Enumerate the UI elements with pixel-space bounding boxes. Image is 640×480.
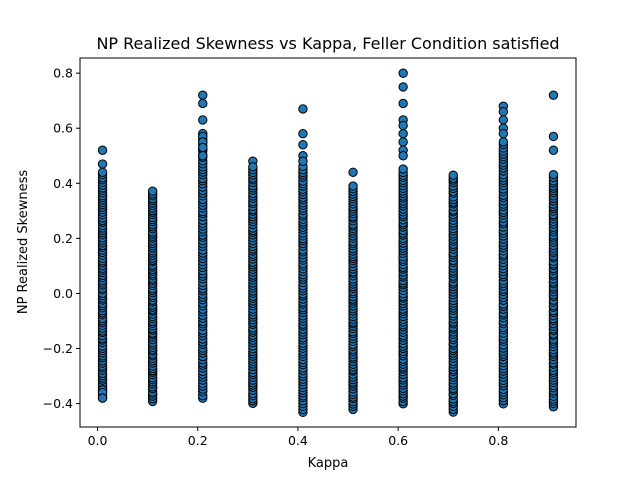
x-tick-label: 0.0 xyxy=(88,433,108,448)
data-point xyxy=(498,129,509,139)
y-axis-label: NP Realized Skewness xyxy=(16,170,31,314)
data-point xyxy=(248,162,258,172)
data-point xyxy=(398,137,408,147)
data-point xyxy=(398,120,408,131)
x-tick-label: 0.6 xyxy=(388,433,408,448)
data-point xyxy=(548,169,559,180)
y-tick-label: 0.0 xyxy=(53,286,73,301)
data-point xyxy=(498,115,509,125)
x-tick-label: 0.2 xyxy=(188,433,208,448)
data-point xyxy=(97,159,108,169)
data-point xyxy=(548,131,559,142)
data-point xyxy=(398,68,408,78)
data-point xyxy=(147,186,158,196)
x-axis-label: Kappa xyxy=(308,456,349,471)
data-point xyxy=(498,137,509,147)
data-point xyxy=(498,107,509,117)
data-point xyxy=(348,181,358,191)
y-tick-label: −0.2 xyxy=(43,341,73,356)
data-point xyxy=(398,98,408,109)
data-point xyxy=(398,82,408,92)
data-point xyxy=(398,151,408,161)
data-point xyxy=(398,129,408,139)
data-point xyxy=(298,129,308,139)
y-tick-label: 0.2 xyxy=(53,231,73,246)
data-point xyxy=(348,167,358,177)
x-tick-label: 0.4 xyxy=(288,433,308,448)
data-point xyxy=(97,145,108,155)
data-point xyxy=(398,164,408,174)
data-point xyxy=(97,167,108,177)
data-point xyxy=(198,142,208,153)
y-tick-label: 0.8 xyxy=(53,66,73,81)
plot-frame xyxy=(79,57,577,428)
x-tick-label: 0.8 xyxy=(488,433,508,448)
data-point xyxy=(198,151,208,161)
data-point xyxy=(298,104,308,114)
data-point xyxy=(448,170,458,180)
data-point xyxy=(548,90,559,100)
y-tick-label: −0.4 xyxy=(43,396,73,411)
data-point xyxy=(198,98,208,109)
data-point xyxy=(97,393,108,403)
x-axis: 0.0 0.2 0.4 0.6 0.8 xyxy=(88,427,508,448)
data-point xyxy=(298,156,308,166)
points-layer xyxy=(97,68,559,418)
data-point xyxy=(548,145,559,155)
data-point xyxy=(198,90,208,100)
chart-title: NP Realized Skewness vs Kappa, Feller Co… xyxy=(96,34,559,53)
y-tick-label: 0.6 xyxy=(53,121,73,136)
y-axis: −0.4 −0.2 0.0 0.2 0.4 0.6 0.8 xyxy=(43,66,80,411)
y-tick-label: 0.4 xyxy=(53,176,73,191)
data-point xyxy=(298,140,308,150)
data-point xyxy=(198,115,208,125)
